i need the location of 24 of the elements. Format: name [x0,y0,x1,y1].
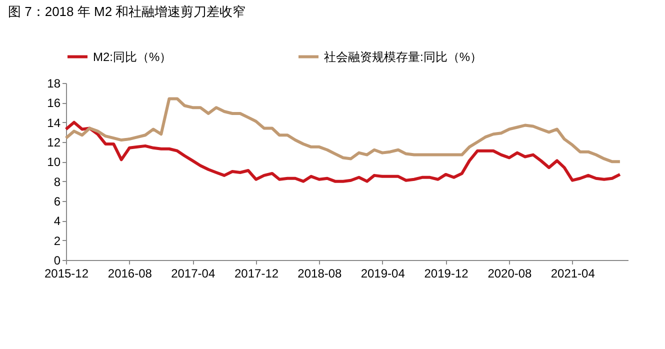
y-tick-label: 0 [54,254,61,268]
y-tick-label: 4 [54,214,61,228]
x-tick-label: 2020-08 [488,266,532,280]
x-tick-label: 2017-04 [171,266,216,280]
y-tick-label: 2 [54,234,61,248]
x-tick-label: 2019-12 [424,266,469,280]
x-tick-label: 2015-12 [44,266,89,280]
y-tick-label: 16 [47,96,61,110]
y-tick-label: 18 [47,76,61,90]
y-tick-label: 12 [47,136,61,150]
x-tick-label: 2018-08 [298,266,342,280]
y-tick-label: 6 [54,194,61,208]
line-series [64,120,622,183]
x-tick-label: 2016-08 [108,266,152,280]
chart-title: 图 7：2018 年 M2 和社融增速剪刀差收窄 [8,4,246,19]
legend-label: 社会融资规模存量:同比（%） [324,50,482,64]
x-tick-label: 2017-12 [234,266,279,280]
x-tick-label: 2019-04 [360,266,406,280]
line-series [64,97,622,164]
y-tick-label: 10 [47,155,61,170]
y-tick-label: 8 [54,174,61,189]
legend-label: M2:同比（%） [93,50,172,64]
x-tick-label: 2021-04 [550,266,596,280]
y-tick-label: 14 [47,116,61,130]
